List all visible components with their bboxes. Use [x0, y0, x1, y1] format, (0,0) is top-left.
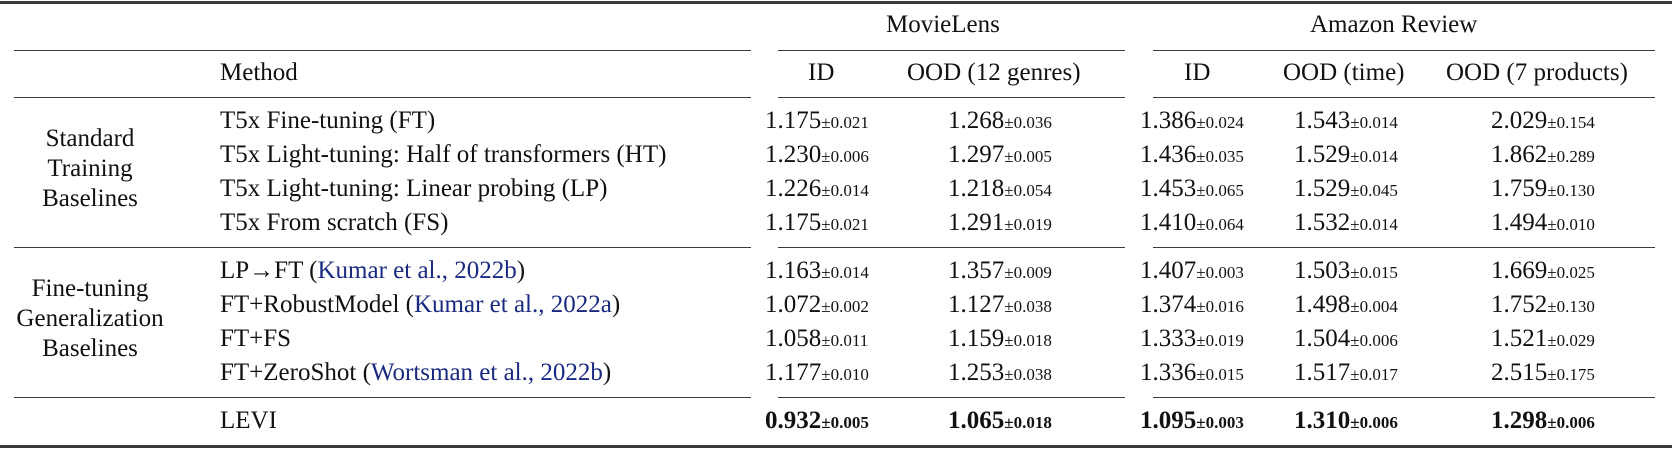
cell: 1.529±0.045 — [1294, 175, 1398, 202]
method-name-levi: LEVI — [220, 407, 277, 434]
method-name: T5x Fine-tuning (FT) — [220, 107, 436, 134]
cell: 1.072±0.002 — [765, 291, 869, 318]
cell: 1.407±0.003 — [1140, 257, 1244, 284]
cell: 1.159±0.018 — [948, 325, 1052, 352]
bottom-rule — [0, 445, 1672, 448]
group-rule-amazon — [1153, 247, 1655, 249]
cell: 1.218±0.054 — [948, 175, 1052, 202]
cell: 2.515±0.175 — [1491, 359, 1595, 386]
cell: 1.503±0.015 — [1294, 257, 1398, 284]
final-rule-movielens — [778, 397, 1125, 399]
method-name: FT+FS — [220, 325, 292, 352]
cell: 1.498±0.004 — [1294, 291, 1398, 318]
cell: 1.333±0.019 — [1140, 325, 1244, 352]
group-label-line: Baselines — [42, 185, 138, 212]
dataset-header-movielens: MovieLens — [886, 11, 1000, 38]
cell: 1.669±0.025 — [1491, 257, 1595, 284]
group-rule-movielens — [778, 247, 1125, 249]
group-label-finetuning: Fine-tuning Generalization Baselines — [5, 274, 175, 364]
cell-best: 0.932±0.005 — [765, 407, 869, 434]
cell: 1.230±0.006 — [765, 141, 869, 168]
cell: 1.532±0.014 — [1294, 209, 1398, 236]
cell: 1.494±0.010 — [1491, 209, 1595, 236]
group-label-line: Standard — [45, 125, 135, 152]
cell: 1.175±0.021 — [765, 209, 869, 236]
cell: 1.297±0.005 — [948, 141, 1052, 168]
cell: 1.336±0.015 — [1140, 359, 1244, 386]
cell: 1.517±0.017 — [1294, 359, 1398, 386]
cell: 1.058±0.011 — [765, 325, 869, 352]
cell: 1.386±0.024 — [1140, 107, 1244, 134]
group-label-line: Generalization — [16, 305, 164, 332]
cell-best: 1.065±0.018 — [948, 407, 1052, 434]
cell: 1.543±0.014 — [1294, 107, 1398, 134]
cell: 1.177±0.010 — [765, 359, 869, 386]
cell: 1.268±0.036 — [948, 107, 1052, 134]
group-label-line: Baselines — [42, 335, 138, 362]
cell: 1.291±0.019 — [948, 209, 1052, 236]
cell: 1.163±0.014 — [765, 257, 869, 284]
group-rule-method — [14, 247, 751, 249]
cell: 1.453±0.065 — [1140, 175, 1244, 202]
cell: 1.357±0.009 — [948, 257, 1052, 284]
cell: 1.436±0.035 — [1140, 141, 1244, 168]
header-rule-method — [14, 50, 751, 52]
method-name: FT+ZeroShot (Wortsman et al., 2022b) — [220, 359, 612, 386]
dataset-header-amazon: Amazon Review — [1310, 11, 1478, 38]
column-header-amazon-ood-products: OOD (7 products) — [1446, 59, 1628, 86]
cell: 1.759±0.130 — [1491, 175, 1595, 202]
method-name: T5x From scratch (FS) — [220, 209, 449, 236]
header-rule-movielens — [778, 50, 1125, 52]
group-label-line: Training — [47, 155, 133, 182]
cell: 1.226±0.014 — [765, 175, 869, 202]
method-name: LP→FT (Kumar et al., 2022b) — [220, 257, 526, 284]
cell: 1.862±0.289 — [1491, 141, 1595, 168]
column-header-amazon-ood-time: OOD (time) — [1283, 59, 1405, 86]
column-header-movielens-ood: OOD (12 genres) — [907, 59, 1081, 86]
cell: 1.529±0.014 — [1294, 141, 1398, 168]
cell-best: 1.095±0.003 — [1140, 407, 1244, 434]
colhead-rule-movielens — [778, 97, 1125, 99]
cell: 1.521±0.029 — [1491, 325, 1595, 352]
cell: 1.504±0.006 — [1294, 325, 1398, 352]
top-rule — [0, 1, 1672, 4]
cell: 2.029±0.154 — [1491, 107, 1595, 134]
citation-link[interactable]: Kumar et al., 2022a — [413, 291, 612, 318]
final-rule-amazon — [1153, 397, 1655, 399]
final-rule-method — [14, 397, 751, 399]
method-name: FT+RobustModel (Kumar et al., 2022a) — [220, 291, 621, 318]
cell: 1.175±0.021 — [765, 107, 869, 134]
cell: 1.127±0.038 — [948, 291, 1052, 318]
cell: 1.253±0.038 — [948, 359, 1052, 386]
column-header-movielens-id: ID — [808, 59, 835, 86]
cell: 1.410±0.064 — [1140, 209, 1244, 236]
column-header-method: Method — [220, 59, 298, 86]
citation-link[interactable]: Wortsman et al., 2022b — [370, 359, 603, 386]
colhead-rule-amazon — [1153, 97, 1655, 99]
header-rule-amazon — [1153, 50, 1655, 52]
cell-best: 1.298±0.006 — [1491, 407, 1595, 434]
citation-link[interactable]: Kumar et al., 2022b — [317, 257, 517, 284]
colhead-rule-method — [14, 97, 751, 99]
method-name: T5x Light-tuning: Half of transformers (… — [220, 141, 667, 168]
group-label-line: Fine-tuning — [31, 275, 149, 302]
cell: 1.752±0.130 — [1491, 291, 1595, 318]
method-name: T5x Light-tuning: Linear probing (LP) — [220, 175, 608, 202]
cell: 1.374±0.016 — [1140, 291, 1244, 318]
cell-best: 1.310±0.006 — [1294, 407, 1398, 434]
column-header-amazon-id: ID — [1184, 59, 1211, 86]
group-label-standard: Standard Training Baselines — [5, 124, 175, 214]
